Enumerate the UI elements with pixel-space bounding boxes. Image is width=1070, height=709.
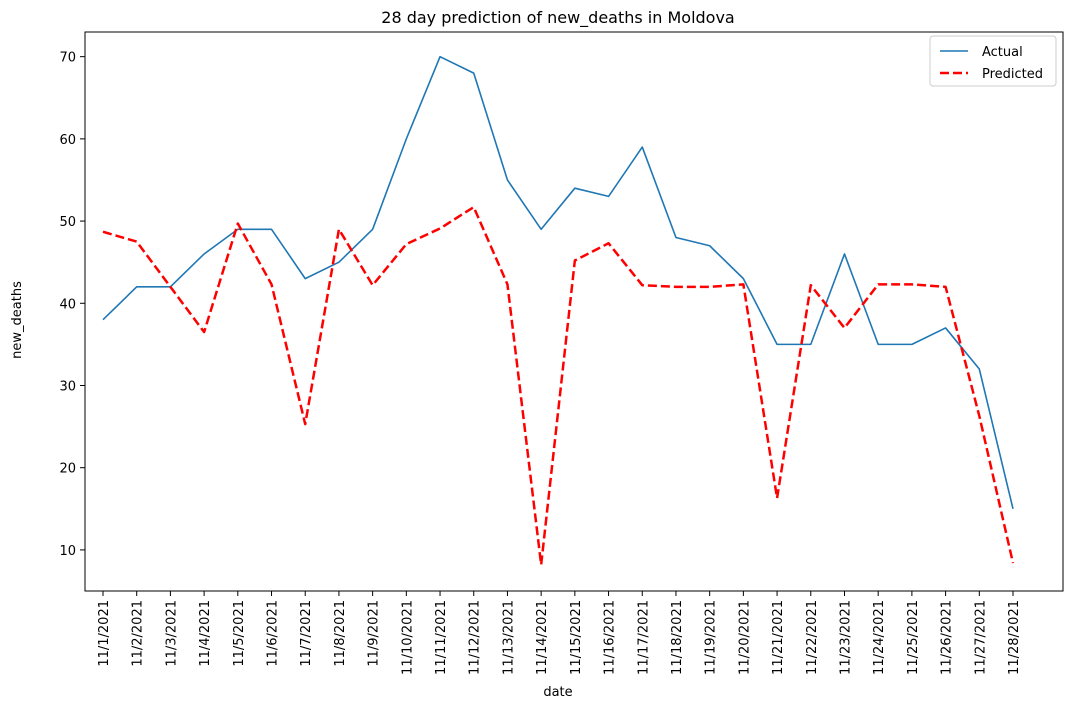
plot-frame: [84, 31, 1064, 592]
x-tick-label: 11/4/2021: [198, 600, 213, 667]
y-tick-label: 40: [59, 297, 76, 312]
legend-label-predicted: Predicted: [982, 67, 1043, 82]
x-tick-label: 11/28/2021: [1007, 600, 1022, 675]
y-tick-label: 10: [59, 544, 76, 559]
x-tick-label: 11/11/2021: [434, 600, 449, 675]
y-tick-label: 50: [59, 215, 76, 230]
x-tick-label: 11/13/2021: [501, 600, 516, 675]
series-line-actual: [102, 55, 1014, 509]
x-tick-label: 11/7/2021: [299, 600, 314, 667]
x-tick-label: 11/19/2021: [704, 600, 719, 675]
x-tick-label: 11/1/2021: [97, 600, 112, 667]
y-tick-label: 30: [59, 379, 76, 394]
y-tick-label: 70: [59, 51, 76, 66]
x-tick-label: 11/27/2021: [973, 600, 988, 675]
plot-area: 10 20 30 40 50 60 70 11/1/2021 11/2/2021 11/3/202…: [59, 31, 1064, 675]
x-tick-label: 11/6/2021: [266, 600, 281, 667]
x-tick-label: 11/21/2021: [771, 600, 786, 675]
x-tick-label: 11/25/2021: [906, 600, 921, 675]
series-line-predicted: [102, 205, 1015, 566]
x-tick-label: 11/14/2021: [535, 600, 550, 675]
x-tick-label: 11/8/2021: [333, 600, 348, 667]
x-tick-label: 11/22/2021: [805, 600, 820, 675]
legend: Actual Predicted: [929, 35, 1057, 87]
x-tick-label: 11/17/2021: [636, 600, 651, 675]
x-tick-label: 11/18/2021: [670, 600, 685, 675]
y-tick-label: 20: [59, 462, 76, 477]
x-tick-label: 11/20/2021: [737, 600, 752, 675]
x-tick-label: 11/10/2021: [400, 600, 415, 675]
y-tick-label: 60: [59, 133, 76, 148]
x-tick-label: 11/24/2021: [872, 600, 887, 675]
x-tick-label: 11/5/2021: [232, 600, 247, 667]
legend-label-actual: Actual: [982, 45, 1023, 60]
x-tick-label: 11/23/2021: [838, 600, 853, 675]
x-tick-label: 11/16/2021: [603, 600, 618, 675]
x-tick-label: 11/12/2021: [468, 600, 483, 675]
chart-title: 28 day prediction of new_deaths in Moldo…: [381, 8, 734, 28]
x-tick-label: 11/2/2021: [131, 600, 146, 667]
x-tick-label: 11/9/2021: [367, 600, 382, 667]
y-axis-label: new_deaths: [10, 281, 25, 359]
x-tick-label: 11/3/2021: [164, 600, 179, 667]
x-axis-label: date: [543, 685, 572, 700]
x-tick-label: 11/15/2021: [569, 600, 584, 675]
x-tick-label: 11/26/2021: [940, 600, 955, 675]
